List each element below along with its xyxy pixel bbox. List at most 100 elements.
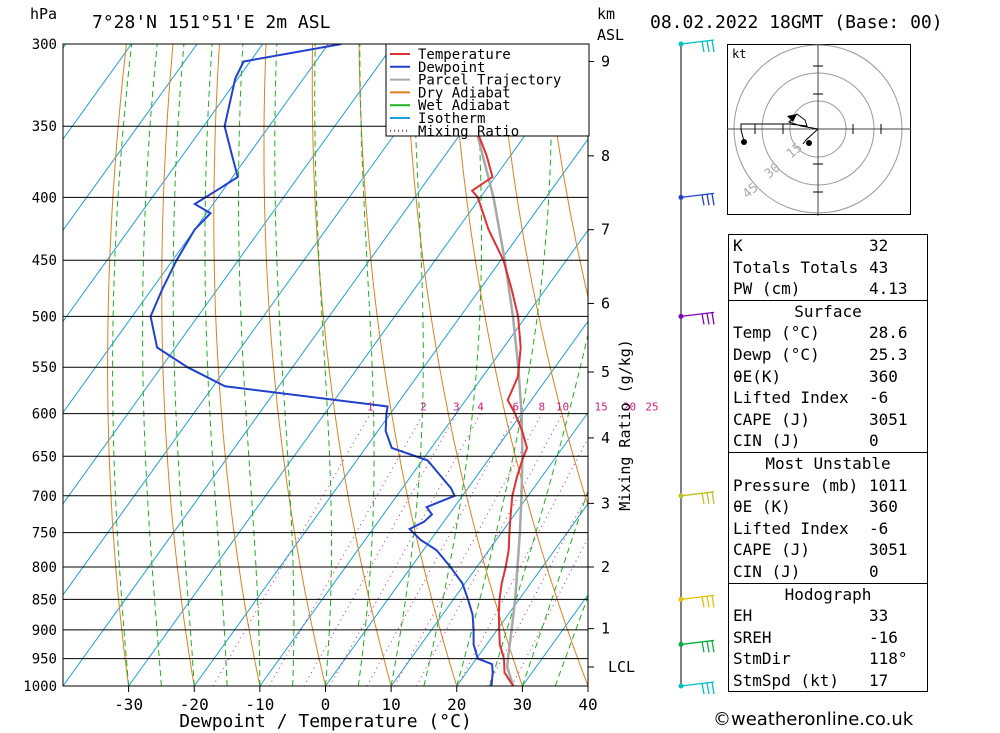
- height-tick-label: 4: [601, 429, 610, 447]
- tt-label: Totals Totals: [733, 257, 859, 277]
- height-tick-label: LCL: [608, 658, 635, 676]
- sfc-dewp-label: Dewp (°C): [733, 344, 820, 364]
- mixing-ratio-line: [268, 413, 424, 686]
- stmdir-value: 118°: [869, 649, 908, 669]
- height-tick-label: 2: [601, 558, 610, 576]
- sfc-cape-label: CAPE (J): [733, 409, 811, 429]
- x-tick-label: -20: [180, 695, 209, 714]
- storm-motion-point: [806, 140, 812, 146]
- wet-adiabat-line: [489, 332, 588, 686]
- wind-barb: [680, 39, 715, 53]
- pressure-tick-label: 900: [32, 623, 57, 639]
- mu-pres-value: 1011: [869, 475, 908, 495]
- x-tick-label: 10: [381, 695, 400, 714]
- dry-adiabat-line: [213, 44, 261, 686]
- pressure-unit-label: hPa: [30, 5, 58, 23]
- dry-adiabat-line: [964, 44, 1000, 686]
- sfc-cin-label: CIN (J): [733, 431, 801, 451]
- height-tick-label: 7: [601, 221, 610, 239]
- k-label: K: [733, 236, 743, 255]
- isotherm-line: [325, 320, 588, 686]
- pressure-tick-label: 500: [32, 309, 57, 325]
- isotherm-line: [63, 44, 461, 596]
- stmdir-label: StmDir: [733, 649, 791, 669]
- mu-theta-value: 360: [869, 497, 898, 517]
- dry-adiabat-line: [917, 44, 1000, 686]
- height-tick-label: 5: [601, 363, 610, 381]
- wet-adiabat-line: [274, 44, 295, 686]
- x-tick-label: 40: [578, 695, 597, 714]
- eh-label: EH: [733, 606, 753, 626]
- x-tick-label: 0: [321, 695, 331, 714]
- legend-entry: Dry Adiabat: [418, 85, 511, 101]
- pw-label: PW (cm): [733, 279, 801, 299]
- wet-adiabat-line: [390, 44, 424, 686]
- mixing-ratio-label: 4: [477, 401, 484, 414]
- x-tick-label: 20: [447, 695, 466, 714]
- mixing-ratio-label: 2: [420, 401, 427, 414]
- mixing-ratio-label: 3: [453, 401, 460, 414]
- stmspd-value: 17: [869, 670, 889, 690]
- x-axis-label: Dewpoint / Temperature (°C): [179, 711, 472, 732]
- mu-cape-value: 3051: [869, 540, 908, 560]
- mu-cin-value: 0: [869, 561, 879, 581]
- mu-li-label: Lifted Index: [733, 518, 849, 538]
- sfc-li-label: Lifted Index: [733, 388, 849, 408]
- isotherm-line: [63, 44, 264, 323]
- legend-entry: Parcel Trajectory: [418, 73, 561, 89]
- pw-value: 4.13: [869, 279, 908, 299]
- isotherm-line: [259, 229, 588, 686]
- pressure-tick-label: 750: [32, 526, 57, 542]
- wet-adiabat-line: [357, 44, 375, 686]
- dewpoint-profile: [149, 44, 494, 686]
- sfc-temp-label: Temp (°C): [733, 323, 820, 343]
- eh-value: 33: [869, 606, 889, 626]
- mu-li-value: -6: [869, 518, 889, 538]
- pressure-tick-label: 450: [32, 253, 57, 269]
- wind-barb: [680, 311, 715, 325]
- height-unit-km: km: [597, 5, 616, 23]
- sreh-label: SREH: [733, 627, 772, 647]
- mu-cape-label: CAPE (J): [733, 540, 811, 560]
- sfc-dewp-value: 25.3: [869, 344, 908, 364]
- mixing-ratio-label: 25: [645, 401, 658, 414]
- legend-box: [385, 43, 590, 137]
- legend-entry: Wet Adiabat: [418, 98, 511, 114]
- wet-adiabat-line: [554, 595, 588, 686]
- sfc-cape-value: 3051: [869, 409, 908, 429]
- legend-entry: Mixing Ratio: [418, 124, 519, 140]
- isotherm-line: [128, 47, 588, 686]
- storm-motion-marker: [787, 114, 797, 122]
- sfc-theta-label: θE(K): [733, 366, 782, 386]
- wind-barb: [680, 594, 715, 608]
- hodograph-trace: [740, 113, 819, 142]
- wet-adiabat-line: [142, 44, 162, 686]
- mixing-ratio-label: 6: [513, 401, 520, 414]
- mixing-ratio-label: 8: [538, 401, 545, 414]
- dry-adiabat-line: [107, 44, 130, 686]
- sreh-value: -16: [869, 627, 898, 647]
- location-title: 7°28'N 151°51'E 2m ASL: [92, 12, 331, 33]
- sfc-temp-value: 28.6: [869, 323, 908, 343]
- sfc-li-value: -6: [869, 388, 889, 408]
- height-tick-label: 9: [601, 52, 610, 70]
- datetime-title: 08.02.2022 18GMT (Base: 00): [650, 12, 943, 33]
- mixing-ratio-label: 1: [367, 401, 374, 414]
- pressure-tick-label: 400: [32, 190, 57, 206]
- temperature-profile: [448, 44, 529, 686]
- isotherm-line: [63, 44, 526, 686]
- wind-barb: [680, 491, 715, 504]
- mixing-ratio-axis-label: Mixing Ratio (g/kg): [616, 339, 634, 511]
- mixing-ratio-label: 20: [623, 401, 636, 414]
- pressure-tick-label: 600: [32, 407, 57, 423]
- sfc-theta-value: 360: [869, 366, 898, 386]
- x-tick-label: -30: [114, 695, 143, 714]
- mixing-ratio-label: 15: [595, 401, 608, 414]
- height-tick-label: 1: [601, 620, 610, 638]
- pressure-tick-label: 550: [32, 360, 57, 376]
- k-value: 32: [869, 236, 889, 255]
- pressure-tick-label: 850: [32, 592, 57, 608]
- height-tick-label: 3: [601, 494, 610, 512]
- pressure-tick-label: 300: [32, 37, 57, 53]
- isotherm-line: [63, 44, 329, 414]
